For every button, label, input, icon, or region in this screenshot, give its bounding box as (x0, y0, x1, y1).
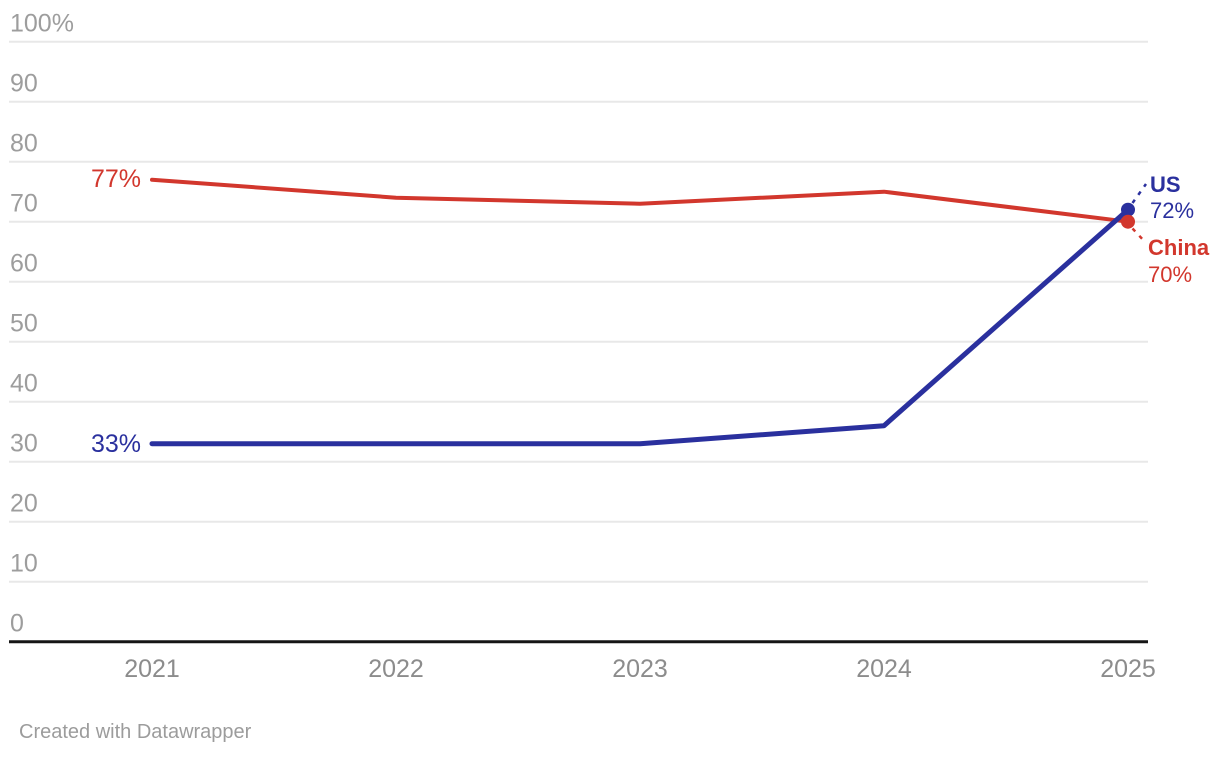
series-layer (149, 177, 1135, 447)
us-leader-line (1131, 183, 1148, 204)
us-start-value-label: 33% (91, 430, 141, 458)
annotation-layer: 77% 33% US 72% China 70% (91, 165, 1210, 458)
grid-layer (9, 40, 1148, 644)
china-line[interactable] (150, 177, 1130, 224)
china-end-dot[interactable] (1121, 214, 1135, 229)
us-line[interactable] (149, 207, 1131, 447)
x-axis-tick-label: 2025 (1100, 655, 1156, 683)
axis-label-layer: 100% 90 80 70 60 50 40 30 20 10 0 2021 2022 2023 2024 2… (10, 10, 1156, 683)
y-axis-tick-label: 20 (10, 490, 38, 518)
y-axis-tick-label: 60 (10, 250, 38, 278)
china-start-value-label: 77% (91, 165, 141, 193)
y-axis-tick-label: 90 (10, 70, 38, 98)
x-axis-tick-label: 2023 (612, 655, 668, 683)
y-axis-tick-label: 0 (10, 610, 24, 638)
y-axis-tick-label: 100% (10, 10, 74, 38)
y-axis-tick-label: 80 (10, 130, 38, 158)
us-end-dot[interactable] (1121, 202, 1135, 217)
datawrapper-credit-link[interactable]: Created with Datawrapper (19, 721, 252, 743)
x-axis-tick-label: 2024 (856, 655, 912, 683)
china-leader-line (1131, 227, 1147, 244)
y-axis-tick-label: 70 (10, 190, 38, 218)
y-axis-tick-label: 50 (10, 310, 38, 338)
y-axis-tick-label: 30 (10, 430, 38, 458)
us-end-label-value: 72% (1150, 198, 1194, 223)
x-axis-tick-label: 2021 (124, 655, 180, 683)
china-end-label-value: 70% (1148, 262, 1192, 287)
china-end-label-name: China (1148, 235, 1210, 260)
y-axis-tick-label: 10 (10, 550, 38, 578)
x-axis-tick-label: 2022 (368, 655, 424, 683)
y-axis-tick-label: 40 (10, 370, 38, 398)
us-end-label-name: US (1150, 172, 1181, 197)
